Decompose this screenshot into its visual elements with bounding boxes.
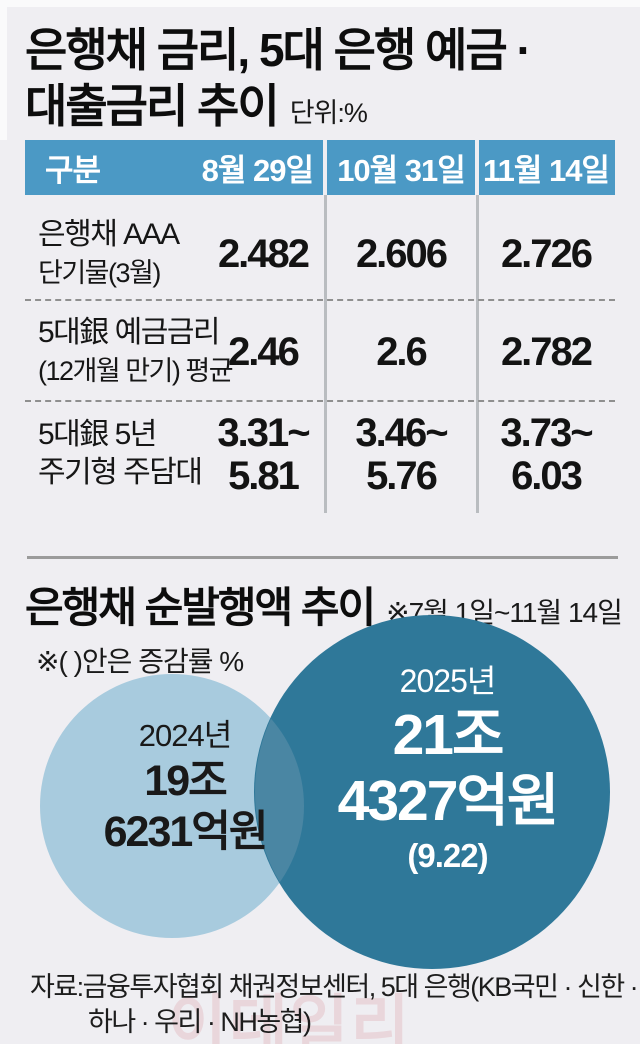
table-cell: 2.482 xyxy=(217,232,310,276)
section1-title-line2: 대출금리 추이 xyxy=(25,80,280,132)
table-row-label: 5대銀 예금금리 (12개월 만기) 평균 xyxy=(38,316,234,386)
table-header-oct31: 10월 31일 xyxy=(337,153,466,188)
section2-title-block: 은행채 순발행액 추이 ※7월 1일~11월 14일 xyxy=(25,574,623,635)
section2-change-note: ※( )안은 증감률 % xyxy=(36,646,244,677)
table-cell: 2.726 xyxy=(500,232,593,276)
table-header-aug29: 8월 29일 xyxy=(201,153,314,188)
section1-title-block: 은행채 금리, 5대 은행 예금 · 대출금리 추이 단위:% xyxy=(25,22,532,134)
bubble-2025-label: 2025년 21조 4327억원 (9.22) xyxy=(290,660,605,878)
section1-title-line1: 은행채 금리, 5대 은행 예금 · xyxy=(25,24,532,76)
table-cell: 3.46~ 5.76 xyxy=(355,411,448,498)
column-separator xyxy=(324,195,327,513)
unit-label: 단위:% xyxy=(289,98,368,128)
source-note: 자료:금융투자협회 채권정보센터, 5대 은행(KB국민 · 신한 · 하나 ·… xyxy=(30,972,639,1037)
table-cell: 2.6 xyxy=(376,330,428,374)
table-header-category: 구분 xyxy=(45,153,101,188)
row-separator-dashed xyxy=(25,299,615,301)
table-cell: 2.46 xyxy=(228,330,300,374)
bubble-2024-label: 2024년 19조 6231억원 xyxy=(103,718,269,856)
table-cell: 2.606 xyxy=(355,232,448,276)
table-row-label: 은행채 AAA 단기물(3월) xyxy=(38,218,180,288)
left-edge xyxy=(0,0,7,140)
table-header-row: 구분 8월 29일 10월 31일 11월 14일 xyxy=(25,140,615,195)
publisher-watermark: 이데일리 xyxy=(168,989,412,1044)
table-cell: 3.73~ 6.03 xyxy=(500,411,593,498)
table-cell: 2.782 xyxy=(500,330,593,374)
row-separator-dashed xyxy=(25,400,615,402)
table-row-label: 5대銀 5년 주기형 주담대 xyxy=(38,418,203,489)
section2-title: 은행채 순발행액 추이 xyxy=(25,584,376,631)
bubble-2025-change: (9.22) xyxy=(407,837,488,874)
header-gap xyxy=(323,140,327,195)
table-header-nov14: 11월 14일 xyxy=(483,153,610,188)
top-edge xyxy=(0,0,640,7)
column-separator xyxy=(476,195,479,513)
header-gap xyxy=(475,140,479,195)
section-divider xyxy=(27,556,618,559)
bubble-2025 xyxy=(254,615,610,969)
table-cell: 3.31~ 5.81 xyxy=(217,411,310,498)
